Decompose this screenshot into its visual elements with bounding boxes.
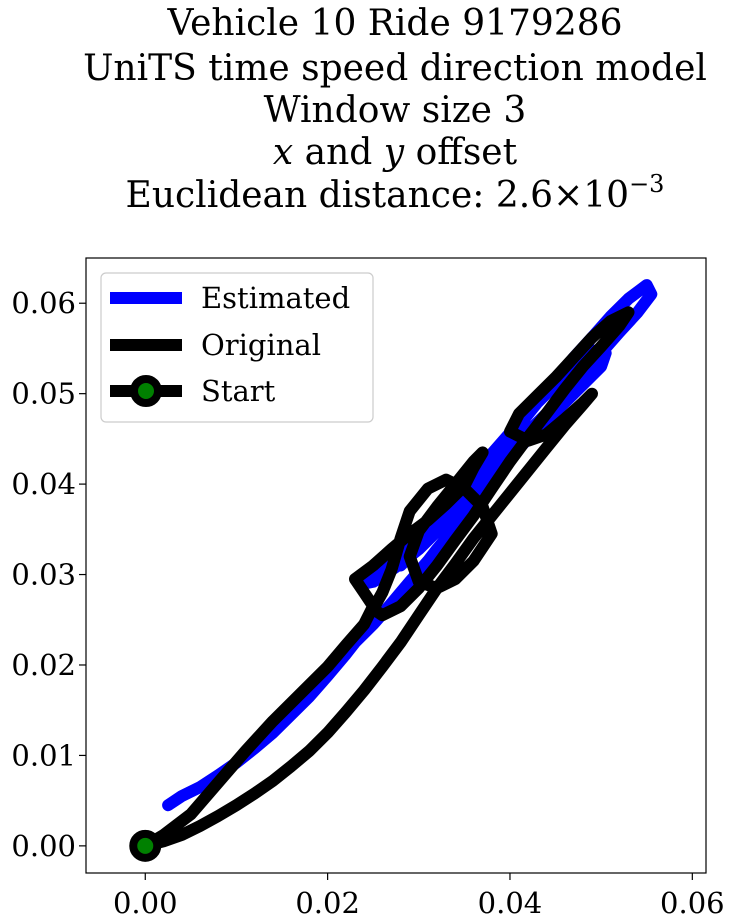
legend-label-start: Start (201, 374, 276, 408)
y-tick-label: 0.06 (11, 286, 76, 320)
title-line-5: Euclidean distance: 2.6×10−3 (126, 170, 665, 216)
y-tick-label: 0.03 (11, 558, 76, 592)
y-tick-label: 0.01 (11, 738, 76, 772)
legend-label-estimated: Estimated (201, 281, 350, 315)
x-tick-label: 0.04 (478, 886, 543, 920)
y-tick-label: 0.05 (11, 377, 76, 411)
legend: Estimated Original Start (100, 272, 374, 423)
title-distance: Euclidean distance: 2.6×10 (126, 175, 630, 216)
series-line-original (139, 306, 635, 852)
y-axis: 0.00 0.01 0.02 0.03 0.04 0.05 0.06 (11, 286, 86, 863)
y-tick-label: 0.04 (11, 467, 76, 501)
y-tick-label: 0.02 (11, 648, 76, 682)
title-line-1: Vehicle 10 Ride 9179286 (166, 3, 622, 44)
x-tick-label: 0.06 (660, 886, 725, 920)
title-y-symbol: y (382, 132, 405, 173)
start-marker (129, 829, 162, 862)
chart-title: Vehicle 10 Ride 9179286 UniTS time speed… (83, 3, 707, 216)
title-line-2: UniTS time speed direction model (83, 48, 707, 89)
title-line-3: Window size 3 (264, 90, 527, 131)
legend-box (100, 272, 374, 423)
marker-layer (129, 829, 162, 862)
title-line-4: x and y offset (273, 132, 518, 173)
x-axis: 0.00 0.02 0.04 0.06 (113, 873, 725, 920)
plot-frame (85, 257, 707, 874)
title-exponent: −3 (629, 170, 664, 198)
x-tick-label: 0.02 (295, 886, 360, 920)
series-layer (139, 279, 658, 852)
x-tick-label: 0.00 (113, 886, 178, 920)
legend-swatch-start-marker (130, 375, 162, 407)
y-tick-label: 0.00 (11, 829, 76, 863)
title-offset: offset (404, 132, 517, 173)
legend-label-original: Original (201, 328, 321, 362)
title-x-symbol: x (273, 132, 293, 173)
title-and: and (293, 132, 384, 173)
